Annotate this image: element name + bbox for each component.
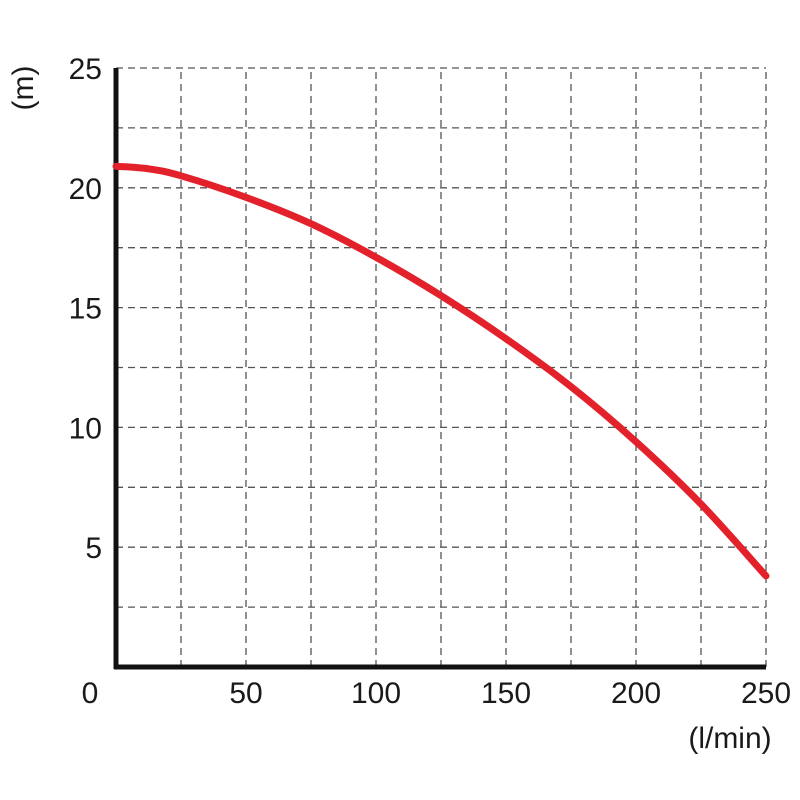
- y-tick-label-2: 15: [69, 293, 102, 326]
- y-tick-label-4: 25: [69, 53, 102, 86]
- y-tick-label-0: 5: [85, 532, 102, 565]
- x-tick-label-5: 250: [741, 677, 791, 710]
- y-tick-label-1: 10: [69, 412, 102, 445]
- tick-labels: 0 50 100 150 200 250 5 10 15 20 25: [69, 53, 791, 710]
- x-tick-label-1: 50: [229, 677, 262, 710]
- x-tick-label-2: 100: [351, 677, 401, 710]
- x-tick-label-0: 0: [82, 677, 99, 710]
- series-line-0: [112, 162, 770, 580]
- y-axis-label: (m): [7, 66, 40, 111]
- x-axis-label: (l/min): [688, 722, 771, 755]
- series-layer: [112, 162, 770, 580]
- axes: [113, 68, 766, 670]
- x-tick-label-3: 150: [481, 677, 531, 710]
- grid: [116, 67, 767, 667]
- y-tick-label-3: 20: [69, 173, 102, 206]
- x-tick-label-4: 200: [611, 677, 661, 710]
